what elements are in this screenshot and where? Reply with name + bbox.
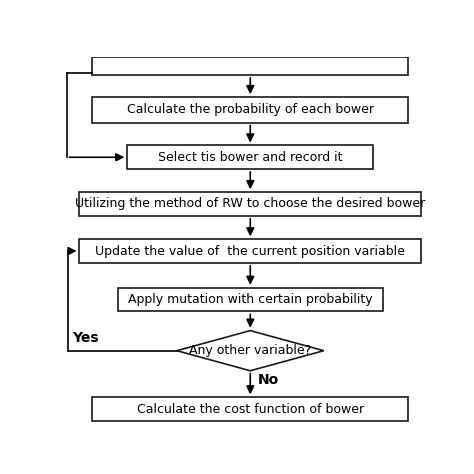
Text: Apply mutation with certain probability: Apply mutation with certain probability [128,293,373,306]
Text: Yes: Yes [72,331,99,345]
FancyBboxPatch shape [80,239,421,263]
Text: Any other variable?: Any other variable? [189,344,311,357]
FancyBboxPatch shape [118,288,383,311]
Text: Calculate the cost function of bower: Calculate the cost function of bower [137,402,364,416]
FancyBboxPatch shape [92,397,408,421]
Text: No: No [258,373,279,387]
Text: Update the value of  the current position variable: Update the value of the current position… [95,245,405,257]
FancyBboxPatch shape [92,97,408,123]
FancyBboxPatch shape [127,146,374,169]
FancyBboxPatch shape [92,57,408,75]
Text: Calculate the probability of each bower: Calculate the probability of each bower [127,103,374,116]
FancyBboxPatch shape [80,192,421,216]
Text: Utilizing the method of RW to choose the desired bower: Utilizing the method of RW to choose the… [75,198,425,210]
Polygon shape [177,331,324,371]
Text: Select tis bower and record it: Select tis bower and record it [158,151,343,164]
